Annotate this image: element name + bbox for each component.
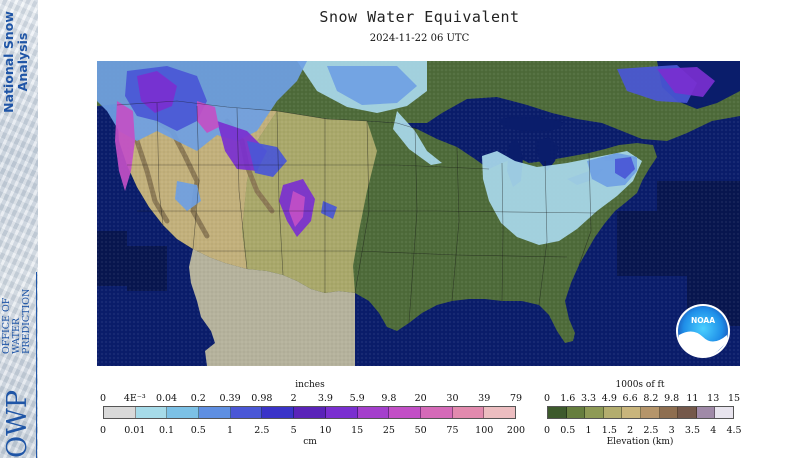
elev-legend-swatch [603,407,623,418]
swe-legend-unit-top: inches [295,380,325,390]
elev-legend-unit-bottom: Elevation (km) [606,437,674,447]
swe-inch-tick-label: 4E⁻³ [123,393,146,404]
swe-legend-swatch [262,407,295,418]
swe-legend-colorbar [103,406,516,419]
elev-legend-swatch [715,407,733,418]
elev-legend-swatch [659,407,679,418]
swe-inch-tick-label: 20 [414,393,427,404]
swe-legend-swatch [452,407,485,418]
swe-cm-tick-label: 200 [506,425,526,436]
elev-legend-swatch [696,407,716,418]
swe-inch-tick-label: 0.98 [251,393,273,404]
swe-cm-tick-label: 10 [319,425,332,436]
swe-cm-tick-label: 75 [446,425,459,436]
noaa-logo: NOAA [676,304,730,358]
swe-legend-unit-bottom: cm [303,437,317,447]
elev-km-tick-label: 4.5 [726,425,742,436]
elev-legend-swatch [640,407,660,418]
elev-km-tick-label: 4 [710,425,717,436]
elev-ft-tick-label: 0 [543,393,551,404]
swe-cm-tick-label: 15 [351,425,364,436]
swe-legend-swatch [420,407,453,418]
state-boundaries [116,100,598,324]
swe-legend-swatch [357,407,390,418]
elev-legend-swatch [566,407,586,418]
swe-legend-swatch [294,407,326,418]
swe-legend-swatch [167,407,200,418]
swe-cm-tick-label: 50 [414,425,427,436]
swe-cm-tick-label: 2.5 [254,425,270,436]
elev-legend-swatch [678,407,697,418]
elev-km-tick-label: 3.5 [684,425,700,436]
elev-legend-colorbar [547,406,734,419]
swe-legend-swatch [325,407,358,418]
elev-ft-tick-label: 1.6 [560,393,576,404]
elev-ft-tick-label: 15 [727,393,741,404]
swe-legend-swatch [484,407,515,418]
owp-abbrev: OWP [2,389,33,458]
swe-cm-tick-label: 5 [290,425,297,436]
elev-legend-unit-top: 1000s of ft [615,380,665,390]
swe-inch-tick-label: 0.04 [155,393,178,404]
noaa-logo-text: NOAA [691,316,715,325]
elev-ft-tick-label: 9.8 [664,393,680,404]
swe-map: NOAA [97,61,740,366]
elev-ft-tick-label: 4.9 [601,393,617,404]
brand-line-1: National Snow [1,11,16,113]
swe-cm-tick-label: 0.01 [124,425,146,436]
elev-km-tick-label: 0 [543,425,551,436]
owp-line-3: PREDICTION [21,288,32,354]
elev-ft-tick-label: 3.3 [580,393,597,404]
swe-inch-tick-label: 5.9 [349,393,365,404]
elev-km-tick-label: 0.5 [560,425,576,436]
sidebar-banner: National Snow Analysis OWP OFFICE OF WAT… [0,0,38,458]
swe-inch-tick-label: 39 [478,393,491,404]
elev-km-tick-label: 2.5 [643,425,659,436]
swe-cm-tick-label: 0.1 [158,425,175,436]
swe-cm-tick-label: 1 [227,425,234,436]
owp-divider [36,272,37,458]
swe-legend-swatch [199,407,231,418]
swe-cm-tick-label: 25 [382,425,395,436]
elev-ft-tick-label: 13 [707,393,720,404]
swe-legend-swatch [389,407,421,418]
elev-ft-tick-label: 11 [686,393,699,404]
brand-title: National Snow Analysis [1,0,30,124]
swe-legend-swatch [135,407,168,418]
owp-full-name: OFFICE OF WATER PREDICTION [1,272,32,354]
snow-texture-background [0,0,38,458]
elev-km-tick-label: 2 [627,425,634,436]
elev-legend-swatch [585,407,604,418]
timestamp: 2024-11-22 06 UTC [369,33,470,44]
elev-km-tick-label: 1.5 [601,425,617,436]
elev-ft-tick-label: 6.6 [622,393,638,404]
page-title: Snow Water Equivalent [319,8,520,26]
swe-cm-tick-label: 100 [475,425,494,436]
swe-inch-tick-label: 0.39 [219,393,241,404]
swe-inch-tick-label: 2 [290,393,297,404]
brand-line-2: Analysis [15,32,30,92]
elev-km-tick-label: 3 [668,425,675,436]
swe-inch-tick-label: 0 [99,393,107,404]
elev-km-tick-label: 1 [585,425,592,436]
swe-inch-tick-label: 9.8 [381,393,397,404]
swe-inch-tick-label: 3.9 [317,393,333,404]
owp-logo: OWP OFFICE OF WATER PREDICTION [0,272,38,458]
swe-inch-tick-label: 0.2 [190,393,206,404]
snow-cover [97,61,715,245]
swe-cm-tick-label: 0.5 [190,425,206,436]
elev-ft-tick-label: 8.2 [643,393,659,404]
swe-inch-tick-label: 30 [446,393,459,404]
swe-inch-tick-label: 79 [509,393,523,404]
swe-cm-tick-label: 0 [99,425,107,436]
elev-legend-swatch [548,407,567,418]
elev-legend-swatch [622,407,641,418]
swe-legend-swatch [104,407,136,418]
swe-legend-swatch [230,407,263,418]
